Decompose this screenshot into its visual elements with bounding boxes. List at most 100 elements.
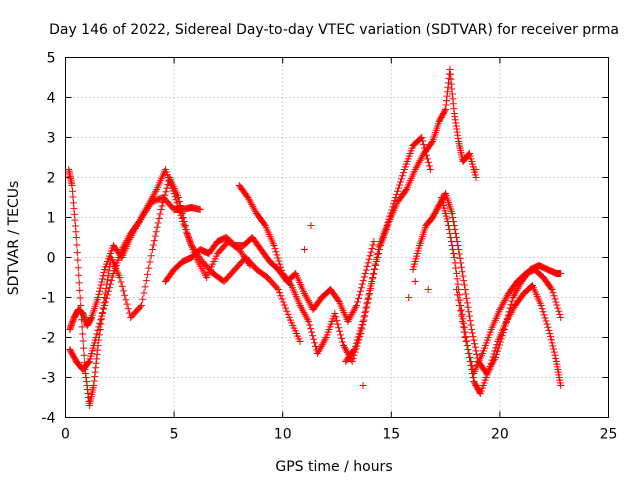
data-point <box>374 254 382 261</box>
data-point <box>145 264 153 272</box>
data-point <box>363 300 371 308</box>
data-point <box>157 206 165 213</box>
data-point <box>118 282 126 290</box>
data-point <box>75 271 83 279</box>
data-point <box>304 316 312 324</box>
data-point <box>544 323 552 331</box>
data-point <box>95 323 103 331</box>
data-point <box>450 254 458 261</box>
data-point <box>444 218 452 225</box>
data-point <box>99 309 107 317</box>
data-point <box>468 329 476 337</box>
data-point <box>458 306 466 314</box>
data-point <box>500 298 508 306</box>
data-point <box>117 278 125 286</box>
data-point <box>364 259 372 267</box>
data-point <box>320 337 328 345</box>
data-point <box>546 330 554 337</box>
data-point <box>455 302 463 309</box>
data-point <box>272 248 280 256</box>
data-point <box>304 297 312 305</box>
data-point <box>508 297 516 305</box>
data-point <box>359 318 367 325</box>
data-point <box>303 295 311 303</box>
data-point <box>96 284 104 292</box>
data-point <box>331 310 339 317</box>
data-point <box>101 302 109 309</box>
data-point <box>124 235 132 243</box>
data-point <box>137 214 145 222</box>
data-point <box>485 366 493 373</box>
data-point <box>342 347 350 355</box>
data-point <box>76 294 84 302</box>
data-point <box>108 273 116 281</box>
data-point <box>461 334 469 341</box>
data-point <box>550 348 558 356</box>
data-point <box>173 199 181 207</box>
data-point <box>554 304 562 312</box>
data-point <box>449 214 457 221</box>
data-point <box>351 342 359 350</box>
data-point <box>359 382 367 389</box>
data-point <box>74 256 82 264</box>
data-point <box>537 302 545 309</box>
y-tick-label: -1 <box>42 291 56 307</box>
data-point <box>321 335 329 343</box>
data-point <box>357 324 365 332</box>
data-point <box>373 258 381 265</box>
data-point <box>148 246 156 253</box>
data-point <box>468 326 476 333</box>
data-point <box>396 181 404 189</box>
data-point <box>310 335 318 343</box>
data-point <box>301 310 309 318</box>
data-point <box>356 287 364 295</box>
data-point <box>547 284 555 292</box>
data-point <box>452 270 460 277</box>
data-point <box>140 209 148 217</box>
data-point <box>394 187 402 195</box>
data-point <box>463 299 471 307</box>
data-point <box>540 311 548 319</box>
data-point <box>448 210 456 217</box>
data-point <box>553 301 561 309</box>
data-point <box>302 293 310 301</box>
data-point <box>467 321 475 329</box>
data-point <box>539 308 547 316</box>
data-point <box>119 287 127 295</box>
data-point <box>270 242 278 249</box>
data-point <box>249 202 257 210</box>
data-point <box>156 210 164 218</box>
data-point <box>458 310 466 318</box>
data-point <box>280 301 288 309</box>
data-point <box>97 281 105 289</box>
data-point <box>140 289 148 297</box>
data-point <box>306 300 314 308</box>
data-point <box>143 203 151 211</box>
data-point <box>550 292 558 300</box>
data-point <box>361 309 369 317</box>
data-point <box>460 281 468 289</box>
data-point <box>469 333 477 341</box>
data-point <box>187 242 195 249</box>
data-point <box>450 250 458 257</box>
data-point <box>426 166 434 173</box>
data-point <box>466 354 474 361</box>
y-tick-label: -2 <box>42 331 56 347</box>
data-point <box>250 204 258 212</box>
chart-title: Day 146 of 2022, Sidereal Day-to-day VTE… <box>49 22 619 38</box>
data-point <box>311 339 319 347</box>
data-point <box>93 330 101 338</box>
data-point <box>496 306 504 313</box>
data-point <box>105 284 113 292</box>
data-point <box>96 319 104 327</box>
data-point <box>499 300 507 308</box>
data-point <box>487 359 495 367</box>
data-point <box>103 276 111 284</box>
data-point <box>471 343 479 351</box>
data-point <box>502 295 510 303</box>
data-point <box>103 294 111 302</box>
x-tick-label: 10 <box>274 427 292 443</box>
data-point <box>170 190 178 197</box>
data-point <box>340 342 348 349</box>
data-point <box>122 296 130 304</box>
